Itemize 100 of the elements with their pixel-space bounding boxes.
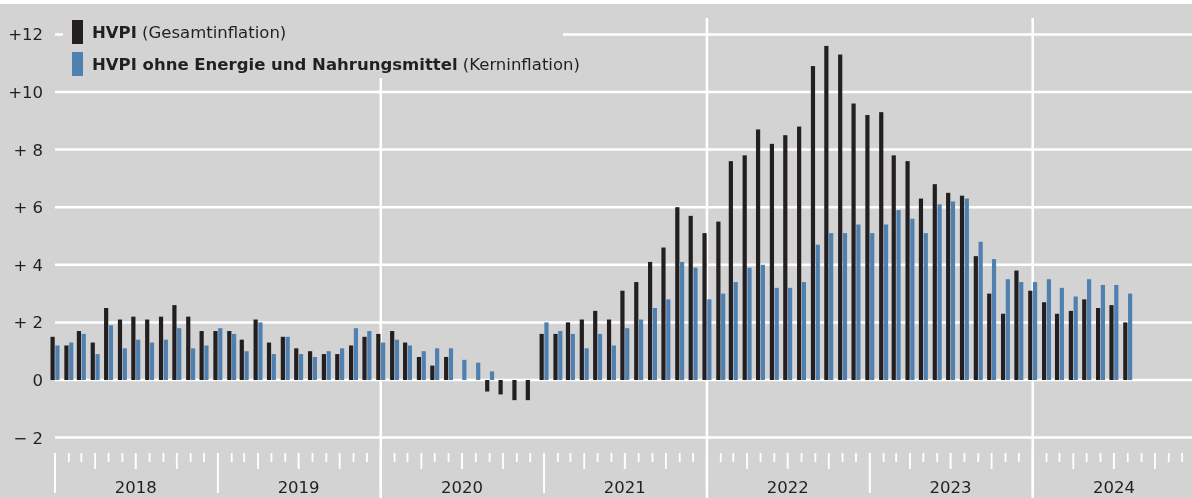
bar (294, 348, 299, 380)
bar (430, 365, 435, 380)
bar (335, 354, 340, 380)
y-tick-label: +12 (8, 25, 43, 45)
bar (648, 261, 653, 380)
bar (104, 308, 109, 380)
bar (1068, 310, 1073, 380)
bar (1046, 279, 1052, 380)
bar (1028, 290, 1033, 380)
x-tick-label: 2021 (603, 478, 646, 497)
bar (829, 233, 834, 380)
bar (774, 287, 779, 380)
bar (95, 354, 100, 380)
bar (407, 345, 413, 380)
x-tick-label: 2019 (277, 478, 320, 497)
bar (959, 195, 965, 380)
bar (838, 54, 843, 380)
bar (1073, 296, 1078, 380)
bar (376, 333, 381, 380)
bar (634, 282, 639, 380)
bar (307, 351, 313, 380)
bar (213, 331, 218, 380)
bar (1128, 293, 1133, 380)
bar (1082, 299, 1087, 380)
bar (381, 342, 386, 380)
bar (136, 339, 141, 380)
bar (122, 348, 127, 380)
bar (227, 331, 232, 380)
bar (1096, 308, 1101, 380)
bar (666, 299, 671, 380)
bar (199, 331, 204, 380)
bar (69, 342, 74, 380)
bar (462, 359, 467, 380)
bar (973, 256, 978, 380)
bar (285, 336, 290, 380)
x-tick-label: 2022 (766, 478, 809, 497)
bar (525, 380, 530, 401)
bar (856, 224, 861, 380)
bar (177, 328, 182, 380)
bar (769, 143, 775, 380)
bar (498, 380, 503, 395)
bar (937, 204, 942, 380)
bar (716, 221, 721, 380)
bar (747, 267, 752, 380)
bar (565, 322, 571, 380)
bar (163, 339, 168, 380)
bar (797, 126, 802, 380)
bar (815, 244, 820, 380)
bar (918, 198, 924, 380)
bar (1123, 322, 1128, 380)
bar (239, 339, 244, 380)
bar (742, 155, 747, 380)
bar (987, 293, 992, 380)
bar (544, 322, 549, 380)
bar (891, 155, 896, 380)
bar (81, 333, 86, 380)
bar (64, 345, 69, 380)
bar (390, 331, 395, 380)
bar (266, 342, 272, 380)
bar (810, 66, 816, 380)
bar (298, 354, 304, 380)
bar (1100, 284, 1106, 380)
bar (186, 316, 191, 380)
bar (253, 319, 258, 380)
bar (680, 261, 685, 380)
bar (435, 348, 440, 380)
bar (90, 342, 95, 380)
bar (905, 161, 910, 380)
bar (258, 322, 263, 380)
bar (946, 192, 951, 380)
bar (721, 293, 726, 380)
bar (625, 328, 630, 380)
bar (280, 336, 285, 380)
bar (978, 241, 983, 380)
bar (312, 356, 317, 380)
bar (1086, 279, 1092, 380)
bar (707, 299, 712, 380)
y-tick-label: +10 (8, 83, 43, 102)
bar (339, 348, 345, 380)
x-tick-label: 2018 (114, 478, 157, 497)
y-tick-label: + 2 (13, 313, 43, 333)
bar (783, 135, 788, 380)
bar (149, 342, 155, 380)
bar (675, 207, 680, 380)
bar (108, 325, 114, 380)
bar (702, 233, 707, 380)
bar (950, 201, 956, 380)
bar (158, 316, 164, 380)
bar (444, 356, 449, 380)
bar (661, 247, 666, 380)
bar (271, 354, 276, 380)
y-tick-label: − 2 (13, 428, 43, 448)
bar (620, 290, 625, 380)
bar (367, 331, 372, 380)
bar (539, 333, 544, 380)
bar (801, 282, 807, 380)
bar (584, 348, 589, 380)
bar (145, 319, 150, 380)
bar (611, 345, 616, 380)
bar (896, 210, 901, 380)
